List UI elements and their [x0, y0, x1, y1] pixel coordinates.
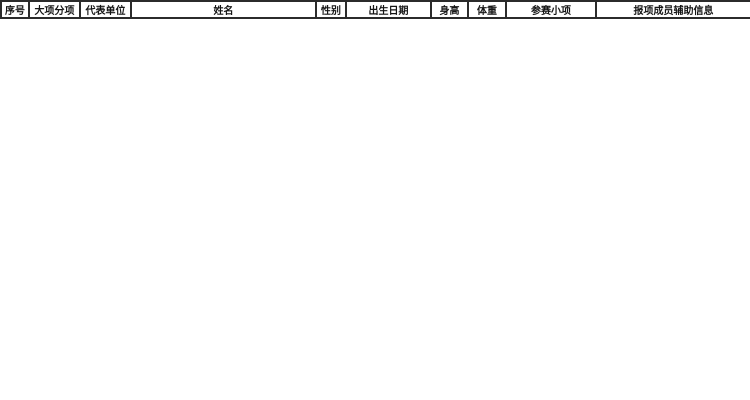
- col-header-height: 身高: [430, 0, 469, 19]
- col-header-weight: 体重: [467, 0, 507, 19]
- col-header-birthdate: 出生日期: [345, 0, 432, 19]
- col-header-sport: 大项分项: [28, 0, 81, 19]
- roster-table: 序号 大项分项 代表单位 姓名 性别 出生日期 身高 体重 参赛小项 报项成员辅助信息: [0, 0, 750, 19]
- header-row: 序号 大项分项 代表单位 姓名 性别 出生日期 身高 体重 参赛小项 报项成员辅助信息: [0, 0, 750, 19]
- col-header-unit: 代表单位: [79, 0, 132, 19]
- col-header-event: 参赛小项: [505, 0, 597, 19]
- col-header-info: 报项成员辅助信息: [595, 0, 750, 19]
- col-header-name: 姓名: [130, 0, 317, 19]
- col-header-gender: 性别: [315, 0, 347, 19]
- col-header-index: 序号: [0, 0, 30, 19]
